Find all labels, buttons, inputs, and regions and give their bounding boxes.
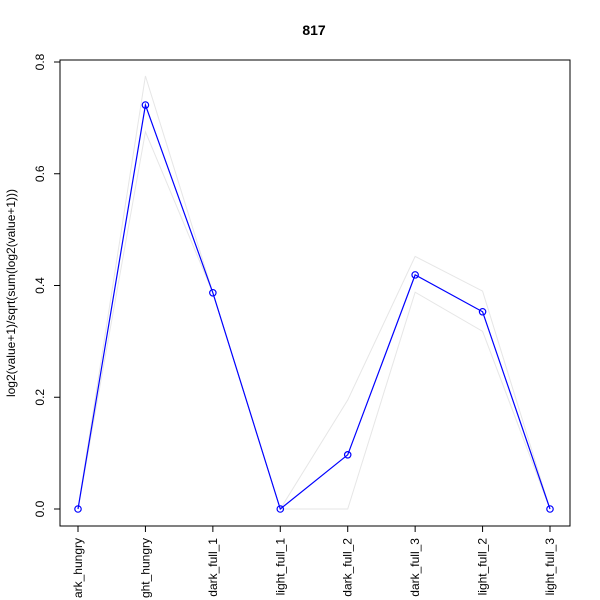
- x-tick-label: dark_full_2: [341, 538, 355, 597]
- y-tick-label: 0.0: [33, 500, 47, 517]
- band-lower-line: [77, 130, 551, 510]
- variability-band: [77, 75, 551, 511]
- x-tick-label: light_full_2: [476, 538, 490, 596]
- series-group: [74, 101, 554, 513]
- x-tick-label: light_full_1: [273, 538, 287, 596]
- data-point: [209, 288, 217, 297]
- data-point: [276, 505, 285, 513]
- y-axis: 0.0 0.2 0.4 0.6 0.8: [33, 53, 61, 517]
- y-tick-label: 0.4: [33, 277, 47, 294]
- data-point: [74, 505, 82, 513]
- y-tick-label: 0.8: [33, 53, 47, 70]
- x-tick-label: ark_hungry: [71, 538, 85, 598]
- x-axis: ark_hungry ght_hungry dark_full_1 light_ful…: [71, 525, 557, 598]
- y-tick-label: 0.2: [33, 389, 47, 406]
- data-point: [411, 271, 419, 279]
- plot-frame: [59, 59, 571, 527]
- series-line: [77, 102, 551, 511]
- x-tick-label: light_full_3: [543, 538, 557, 596]
- y-tick-label: 0.6: [33, 165, 47, 182]
- data-point: [478, 307, 487, 316]
- band-upper-line: [77, 75, 551, 511]
- x-tick-label: dark_full_3: [408, 538, 422, 597]
- data-point: [546, 505, 554, 513]
- data-point: [141, 101, 150, 109]
- y-axis-label: log2(value+1)/sqrt(sum(log2(value+1))): [4, 189, 18, 397]
- x-tick-label: dark_full_1: [206, 538, 220, 597]
- x-tick-label: ght_hungry: [138, 538, 152, 598]
- data-point: [343, 451, 352, 459]
- chart-title: 817: [302, 22, 326, 38]
